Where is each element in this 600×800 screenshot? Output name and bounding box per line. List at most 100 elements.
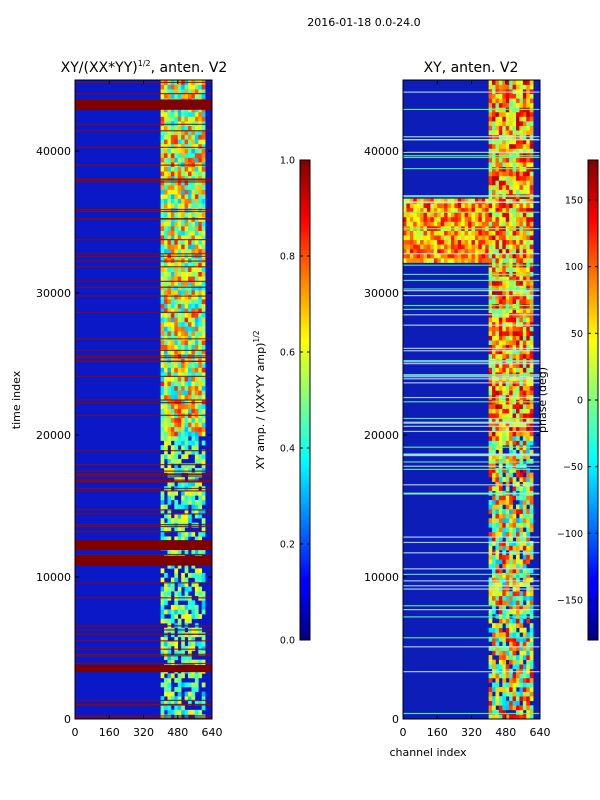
heatmap-cell: [198, 134, 203, 140]
heatmap-flag-row: [75, 582, 212, 584]
heatmap-cell: [516, 641, 520, 647]
heatmap-cell: [164, 134, 168, 140]
heatmap-cell: [191, 326, 196, 332]
heatmap-cell: [164, 349, 168, 355]
heatmap-cell: [478, 258, 483, 263]
heatmap-cell: [444, 258, 448, 263]
heatmap-cell: [526, 381, 531, 387]
heatmap-cell: [177, 194, 182, 199]
heatmap-cell: [512, 84, 517, 90]
colorbar-tick-label: −150: [557, 596, 583, 607]
heatmap-cell: [505, 632, 510, 638]
heatmap-cell: [498, 207, 503, 213]
heatmap-cell: [194, 673, 199, 679]
colorbar-tick-label: −50: [563, 462, 583, 473]
heatmap-cell: [526, 404, 531, 409]
heatmap-cell: [181, 531, 185, 537]
heatmap-cell: [167, 454, 172, 460]
heatmap-cell: [164, 436, 168, 441]
heatmap-cell: [191, 408, 196, 414]
heatmap-cell: [188, 184, 192, 190]
heatmap-cell: [495, 321, 500, 327]
heatmap-cell: [160, 230, 165, 236]
heatmap-cell: [174, 417, 179, 423]
heatmap-cell: [498, 157, 503, 163]
heatmap-cell: [174, 134, 179, 140]
heatmap-flag-row: [75, 178, 212, 180]
heatmap-cell: [188, 618, 192, 624]
heatmap-cell: [529, 184, 534, 190]
heatmap-flag-row: [75, 164, 212, 166]
heatmap-cell: [164, 385, 168, 391]
heatmap-cell: [512, 545, 517, 551]
heatmap-cell: [502, 344, 507, 350]
heatmap-cell: [170, 175, 175, 181]
heatmap-cell: [201, 321, 206, 327]
heatmap-cell: [181, 367, 185, 373]
heatmap-cell: [529, 130, 534, 136]
heatmap-cell: [184, 381, 189, 387]
heatmap-flag-row: [75, 479, 212, 481]
heatmap-cell: [509, 705, 513, 711]
heatmap-cell: [177, 230, 182, 236]
heatmap-cell: [167, 267, 172, 272]
heatmap-cell: [519, 121, 524, 126]
heatmap-cell: [498, 509, 503, 514]
heatmap-cell: [526, 157, 531, 163]
heatmap-cell: [160, 367, 165, 373]
heatmap-cell: [454, 216, 459, 222]
heatmap-cell: [454, 253, 459, 259]
heatmap-cell: [512, 289, 517, 295]
heatmap-cell: [526, 522, 531, 528]
heatmap-cell: [423, 216, 428, 222]
heatmap-cell: [505, 504, 510, 510]
heatmap-cell: [184, 207, 189, 213]
heatmap-cell: [512, 563, 517, 569]
heatmap-cell: [495, 93, 500, 99]
heatmap-cell: [474, 216, 479, 222]
heatmap-cell: [505, 143, 510, 149]
x-axis-label: channel index: [389, 746, 467, 759]
heatmap-cell: [519, 486, 524, 492]
heatmap-cell: [464, 221, 469, 227]
heatmap-cell: [526, 572, 531, 578]
heatmap-cell: [485, 235, 489, 241]
heatmap-cell: [191, 111, 196, 117]
heatmap-cell: [522, 436, 527, 441]
heatmap-cell: [526, 600, 531, 606]
heatmap-cell: [492, 422, 496, 428]
heatmap-cell: [509, 148, 513, 154]
heatmap-cell: [498, 285, 503, 291]
heatmap-cell: [416, 216, 421, 222]
heatmap-cell: [512, 317, 517, 323]
heatmap-cell: [194, 198, 199, 204]
heatmap-cell: [181, 682, 185, 688]
heatmap-cell: [502, 340, 507, 346]
heatmap-cell: [177, 609, 182, 615]
heatmap-cell: [509, 691, 513, 697]
heatmap-cell: [406, 212, 411, 218]
heatmap-cell: [495, 632, 500, 638]
heatmap-cell: [164, 271, 168, 277]
heatmap-cell: [170, 180, 175, 186]
heatmap-cell: [181, 408, 185, 414]
heatmap-cell: [426, 212, 431, 218]
heatmap-cell: [167, 294, 172, 300]
heatmap-cell: [170, 604, 175, 610]
heatmap-cell: [181, 180, 185, 186]
heatmap-cell: [174, 362, 179, 368]
heatmap-cell: [194, 203, 199, 209]
heatmap-cell: [516, 636, 520, 642]
heatmap-cell: [495, 335, 500, 341]
heatmap-cell: [181, 207, 185, 213]
heatmap-cell: [522, 285, 527, 291]
heatmap-cell: [498, 362, 503, 368]
heatmap-cell: [505, 80, 510, 85]
heatmap-cell: [167, 431, 172, 437]
heatmap-cell: [167, 317, 172, 323]
heatmap-cell: [519, 390, 524, 396]
heatmap-cell: [201, 312, 206, 318]
heatmap-cell: [522, 449, 527, 455]
heatmap-cell: [164, 431, 168, 437]
heatmap-cell: [194, 230, 199, 236]
